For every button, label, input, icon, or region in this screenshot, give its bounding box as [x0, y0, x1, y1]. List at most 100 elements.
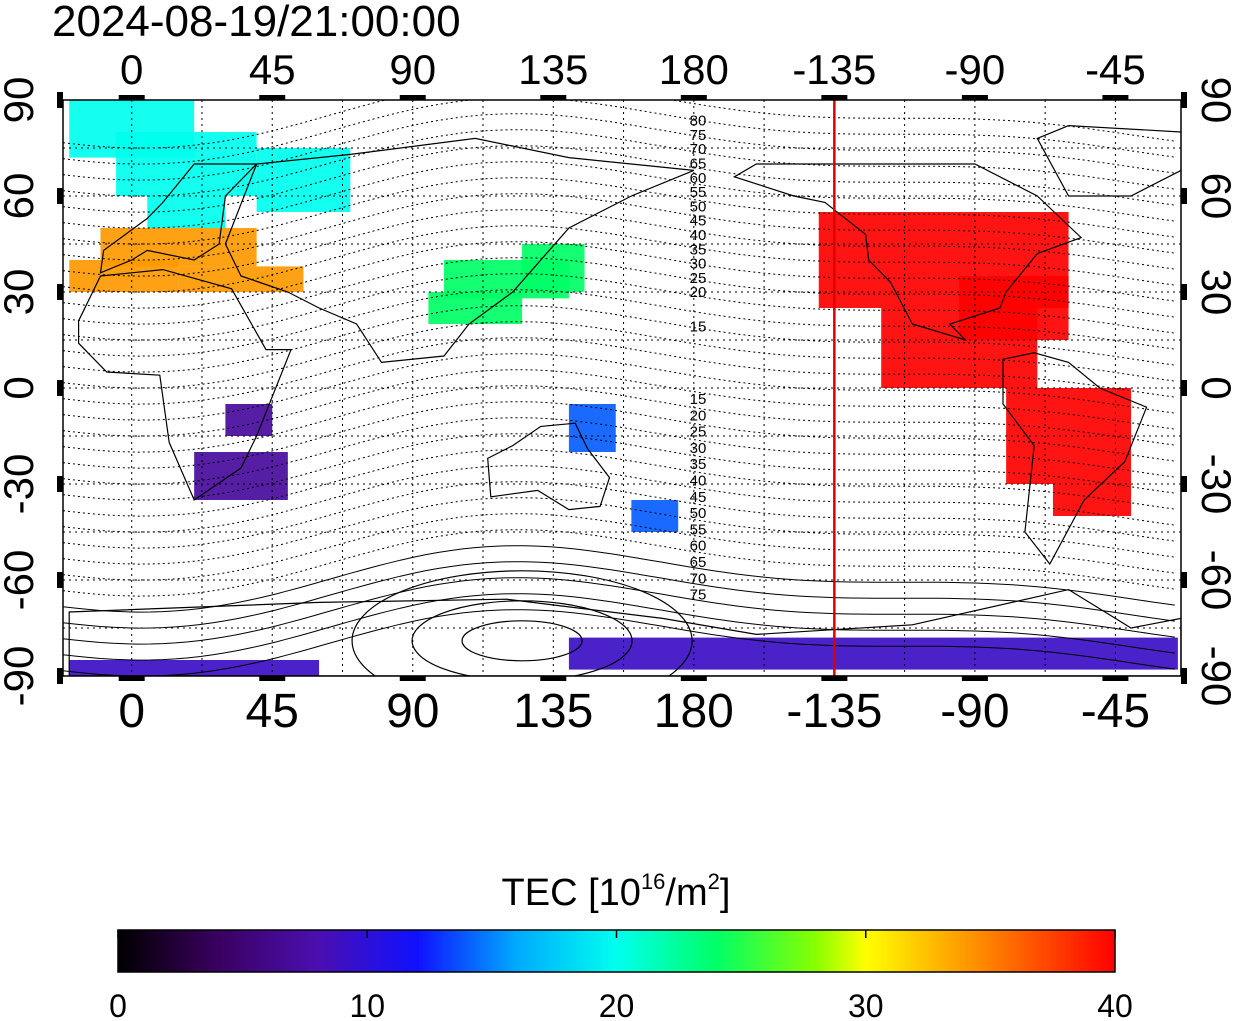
- coastline-path: [68, 588, 1181, 676]
- dip-contour-line: [63, 465, 1175, 533]
- left-lat-label: 90: [0, 77, 42, 124]
- bottom-lon-label: 135: [513, 685, 593, 738]
- dip-label-south: 30: [690, 440, 707, 457]
- top-lon-label: -135: [792, 46, 876, 93]
- tec-patch-north-america: [959, 276, 1069, 340]
- left-lat-label: 60: [0, 173, 42, 220]
- dip-label-north: 45: [690, 213, 707, 230]
- dip-label-south: 25: [690, 424, 707, 441]
- dip-contour-line: [63, 561, 1175, 629]
- dip-contour-line: [63, 257, 1175, 325]
- dip-label-south: 55: [690, 521, 707, 538]
- bottom-lon-label: 45: [246, 685, 299, 738]
- dip-label-south: 70: [690, 570, 707, 587]
- dip-contour-line: [63, 225, 1175, 293]
- dip-label-south: 60: [690, 538, 707, 555]
- right-lat-label: -90: [1193, 646, 1235, 707]
- left-latitude-labels: 90 60 30 0 -30 -60 -90: [0, 77, 42, 707]
- bottom-tick: [118, 676, 145, 681]
- right-tick: [1181, 380, 1187, 396]
- timestamp-title: 2024-08-19/21:00:00: [52, 0, 461, 46]
- top-lon-label: 45: [249, 46, 296, 93]
- top-tick: [961, 95, 988, 100]
- right-lat-label: 60: [1193, 173, 1235, 220]
- top-tick: [1102, 95, 1129, 100]
- top-lon-label: 135: [518, 46, 588, 93]
- dip-contour-line: [63, 305, 1175, 373]
- tec-patch-africa-south: [225, 404, 273, 436]
- map-plot-area: [63, 100, 1181, 676]
- dip-label-south: 50: [690, 505, 707, 522]
- tec-patch-africa-south: [194, 452, 288, 500]
- lat-lon-grid: [63, 100, 1181, 676]
- left-lat-label: 30: [0, 269, 42, 316]
- right-tick: [1181, 668, 1187, 684]
- colorbar-tick-label: 40: [1097, 988, 1133, 1021]
- bottom-lon-label: -135: [786, 685, 882, 738]
- dip-contour-labels: 8075706560555045403530252015152025303540…: [690, 113, 707, 604]
- dip-contour-line: [63, 529, 1175, 597]
- coastline-path: [1002, 352, 1148, 566]
- dip-contour-line: [63, 417, 1175, 485]
- dip-contour-line: [63, 433, 1175, 501]
- tec-patch-australia: [568, 404, 616, 452]
- dip-label-north: 70: [690, 141, 707, 158]
- dip-contour-line: [63, 401, 1175, 469]
- dip-label-north: 50: [690, 198, 707, 215]
- dip-label-south: 15: [690, 391, 707, 408]
- bottom-tick: [259, 676, 286, 681]
- left-tick: [57, 572, 63, 588]
- dip-contour-line: [63, 481, 1175, 549]
- dip-contour-line: [63, 337, 1175, 405]
- left-tick: [57, 284, 63, 300]
- dip-label-south: 45: [690, 489, 707, 506]
- dip-label-north: 20: [690, 284, 707, 301]
- bottom-lon-label: -90: [940, 685, 1009, 738]
- bottom-tick: [961, 676, 988, 681]
- top-tick: [821, 95, 848, 100]
- dip-label-north: 60: [690, 170, 707, 187]
- dip-contour-line: [63, 497, 1175, 565]
- bottom-tick: [399, 676, 426, 681]
- left-tick: [57, 668, 63, 684]
- top-tick: [259, 95, 286, 100]
- bottom-tick: [680, 676, 707, 681]
- coastline-path: [487, 422, 611, 511]
- left-lat-label: 0: [0, 376, 42, 399]
- dip-contour-line: [63, 449, 1175, 517]
- colorbar-title: TEC [1016/m2]: [502, 869, 731, 914]
- dip-label-north: 80: [690, 113, 707, 130]
- dip-contour-line: [63, 369, 1175, 437]
- dip-contour-line: [63, 321, 1175, 389]
- dip-label-north: 40: [690, 227, 707, 244]
- dip-contour-line: [63, 100, 1175, 165]
- colorbar-ticks: 0 10 20 30 40: [109, 930, 1133, 1021]
- dip-label-north: 25: [690, 270, 707, 287]
- top-tick: [118, 95, 145, 100]
- dip-label-north: 55: [690, 184, 707, 201]
- dip-label-south: 35: [690, 456, 707, 473]
- dip-contour-line: [63, 193, 1175, 261]
- coastlines: [68, 124, 1181, 676]
- right-lat-label: -30: [1193, 454, 1235, 515]
- right-lat-label: 90: [1193, 77, 1235, 124]
- tec-patch-europe-north: [256, 148, 351, 212]
- dip-label-north: 35: [690, 241, 707, 258]
- dip-label-south: 75: [690, 587, 707, 604]
- right-tick: [1181, 188, 1187, 204]
- bottom-tick: [1102, 676, 1129, 681]
- dip-label-south: 20: [690, 407, 707, 424]
- right-tick: [1181, 284, 1187, 300]
- dip-contour-line: [63, 353, 1175, 421]
- dip-pole-contour: [461, 620, 583, 662]
- bottom-longitude-labels: 0 45 90 135 180 -135 -90 -45: [118, 685, 1150, 738]
- top-lon-label: -90: [945, 46, 1006, 93]
- bottom-lon-label: 90: [386, 685, 439, 738]
- left-lat-label: -60: [0, 550, 42, 611]
- colorbar-tick-label: 20: [599, 988, 635, 1021]
- dip-contour-line: [63, 577, 1175, 645]
- dip-label-south: 40: [690, 473, 707, 490]
- dip-contour-line: [63, 241, 1175, 309]
- frame-ticks: [57, 92, 1187, 684]
